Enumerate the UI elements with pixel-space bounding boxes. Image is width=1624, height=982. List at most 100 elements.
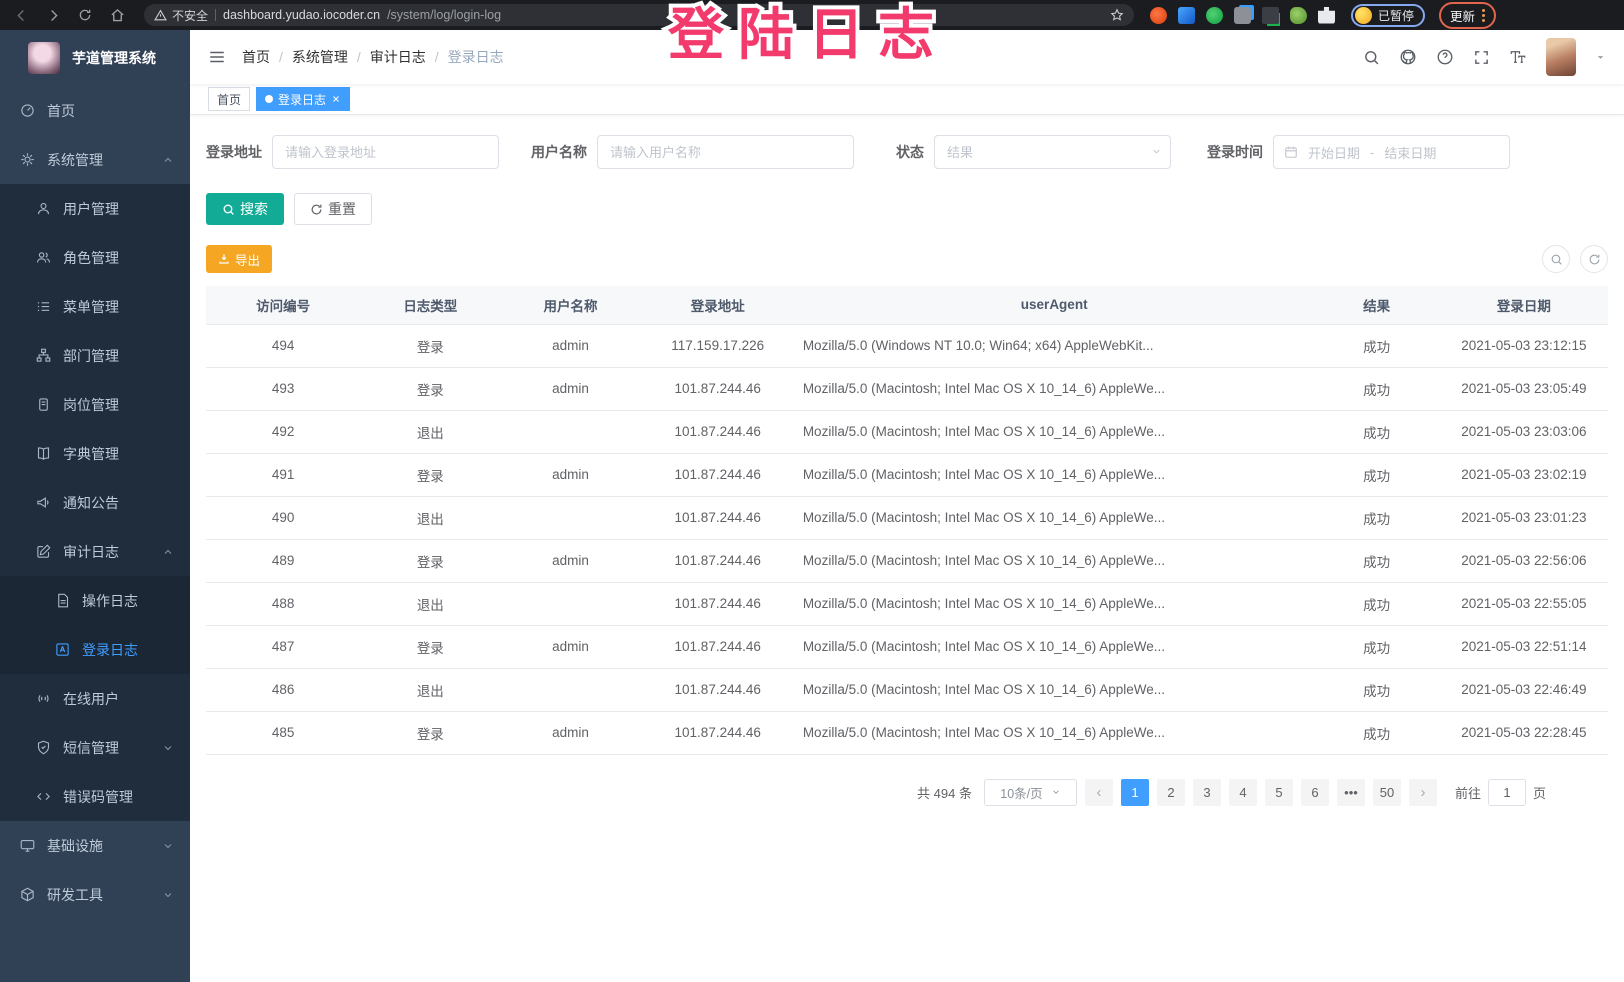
tags-view-bar: 首页 登录日志 [190, 84, 1624, 115]
sidebar-item-infrastructure[interactable]: 基础设施 [0, 821, 190, 870]
dashboard-icon [21, 104, 34, 117]
sidebar-item-dept-management[interactable]: 部门管理 [0, 331, 190, 380]
page-button[interactable]: 50 [1372, 778, 1401, 806]
page-size-select[interactable]: 10条/页 [983, 778, 1077, 806]
sidebar-item-notice-announcement[interactable]: 通知公告 [0, 478, 190, 527]
username-input[interactable] [597, 135, 854, 169]
close-icon[interactable] [331, 94, 341, 104]
sidebar-item-sms-management[interactable]: 短信管理 [0, 723, 190, 772]
chevron-icon [162, 154, 174, 166]
table-row: 491 登录 admin 101.87.244.46 Mozilla/5.0 (Ma… [206, 453, 1608, 497]
column-header: 登录日期 [1439, 286, 1608, 325]
bookmark-star-icon[interactable] [1110, 8, 1124, 22]
select-caret-icon [1052, 790, 1059, 794]
chevron-down-icon[interactable] [1595, 52, 1606, 63]
tag[interactable]: 登录日志 [256, 87, 351, 111]
sidebar-item-error-code-management[interactable]: 错误码管理 [0, 772, 190, 821]
search-icon[interactable] [1363, 49, 1380, 66]
browser-profile-chip[interactable]: 已暂停 [1351, 3, 1426, 27]
user-icon [37, 202, 50, 215]
sidebar-item-audit-log[interactable]: 审计日志 [0, 527, 190, 576]
page-button[interactable]: 3 [1192, 778, 1221, 806]
sidebar-item-post-management[interactable]: 岗位管理 [0, 380, 190, 429]
app-title: 芋道管理系统 [72, 50, 156, 66]
breadcrumb-item[interactable]: 首页 [242, 49, 270, 65]
search-filter-form: 登录地址 用户名称 状态 登录时间 开始日期 - 结束日期 [206, 135, 1608, 169]
page-button[interactable]: 2 [1156, 778, 1185, 806]
breadcrumb-item[interactable]: 系统管理 [291, 49, 348, 65]
extension-icon[interactable] [1262, 6, 1279, 24]
chevron-icon [162, 840, 174, 852]
search-button[interactable]: 搜索 [206, 193, 284, 225]
browser-forward-button[interactable] [40, 3, 66, 27]
puzzle-extensions-icon[interactable] [1318, 6, 1335, 24]
next-page-button[interactable]: › [1408, 778, 1437, 806]
sidebar-item-role-management[interactable]: 角色管理 [0, 233, 190, 282]
page-buttons: 1 2 3 4 5 6 ••• 50 [1120, 778, 1401, 806]
github-icon[interactable] [1399, 48, 1417, 66]
page-button[interactable]: 4 [1228, 778, 1257, 806]
list-icon [37, 302, 50, 311]
extension-icon[interactable] [1290, 6, 1307, 24]
export-button[interactable]: 导出 [206, 245, 273, 273]
fullscreen-icon[interactable] [1473, 49, 1490, 66]
goto-page-input[interactable] [1487, 778, 1526, 806]
address-bar[interactable]: 不安全 dashboard.yudao.iocoder.cn /system/l… [144, 4, 1134, 26]
extension-icon[interactable] [1206, 6, 1223, 24]
sidebar-item-operation-log[interactable]: 操作日志 [0, 576, 190, 625]
page-button[interactable]: 6 [1300, 778, 1329, 806]
tag[interactable]: 首页 [208, 87, 251, 111]
prev-page-button[interactable]: ‹ [1084, 778, 1113, 806]
chevron-icon [162, 889, 174, 901]
toggle-search-button[interactable] [1542, 245, 1570, 273]
edit-icon [37, 544, 51, 558]
sidebar-item-dev-tools[interactable]: 研发工具 [0, 870, 190, 919]
sidebar-item-system-management[interactable]: 系统管理 [0, 135, 190, 184]
tree-icon [36, 348, 51, 362]
browser-menu-icon[interactable] [1482, 8, 1486, 22]
help-icon[interactable] [1436, 48, 1454, 66]
sidebar-item-online-users[interactable]: 在线用户 [0, 674, 190, 723]
browser-home-button[interactable] [104, 3, 130, 27]
browser-update-button[interactable]: 更新 [1439, 1, 1497, 29]
status-label: 状态 [896, 144, 924, 160]
login-address-input[interactable] [272, 135, 499, 169]
profile-avatar [1355, 6, 1372, 24]
divider [215, 9, 217, 21]
extension-icon[interactable] [1178, 6, 1195, 24]
login-address-label: 登录地址 [206, 144, 262, 160]
chevron-icon [162, 742, 174, 754]
table-row: 493 登录 admin 101.87.244.46 Mozilla/5.0 (Ma… [206, 367, 1608, 411]
extension-icon[interactable] [1150, 6, 1167, 24]
breadcrumb: 首页 / 系统管理 / 审计日志 / 登录日志 [242, 47, 504, 67]
page-button[interactable]: 1 [1120, 778, 1149, 806]
chevron-icon [162, 546, 174, 558]
user-avatar[interactable] [1546, 38, 1576, 76]
sidebar-item-user-management[interactable]: 用户管理 [0, 184, 190, 233]
badge-icon [39, 398, 48, 411]
top-navbar: 首页 / 系统管理 / 审计日志 / 登录日志 [190, 30, 1624, 84]
browser-reload-button[interactable] [72, 3, 98, 27]
sidebar-item-dict-management[interactable]: 字典管理 [0, 429, 190, 478]
sidebar-item-menu-management[interactable]: 菜单管理 [0, 282, 190, 331]
hamburger-icon[interactable] [208, 48, 226, 66]
page-button[interactable]: 5 [1264, 778, 1293, 806]
breadcrumb-separator: / [434, 49, 439, 65]
breadcrumb-separator: / [356, 49, 361, 65]
browser-back-button[interactable] [8, 3, 34, 27]
breadcrumb-item[interactable]: 审计日志 [369, 49, 426, 65]
login-time-range-picker[interactable]: 开始日期 - 结束日期 [1273, 135, 1510, 169]
active-dot [265, 95, 274, 103]
security-label: 不安全 [172, 8, 209, 23]
status-select[interactable] [934, 135, 1171, 169]
sidebar-item-home[interactable]: 首页 [0, 86, 190, 135]
refresh-table-button[interactable] [1580, 245, 1608, 273]
app-logo-row[interactable]: 芋道管理系统 [0, 30, 190, 86]
more-pages-button[interactable]: ••• [1336, 778, 1365, 806]
wifi-icon [38, 694, 49, 703]
font-size-icon[interactable] [1509, 48, 1527, 66]
sidebar-item-login-log[interactable]: 登录日志 [0, 625, 190, 674]
shield-icon [37, 740, 50, 755]
reset-button[interactable]: 重置 [294, 193, 372, 225]
extension-icon[interactable] [1234, 6, 1251, 24]
